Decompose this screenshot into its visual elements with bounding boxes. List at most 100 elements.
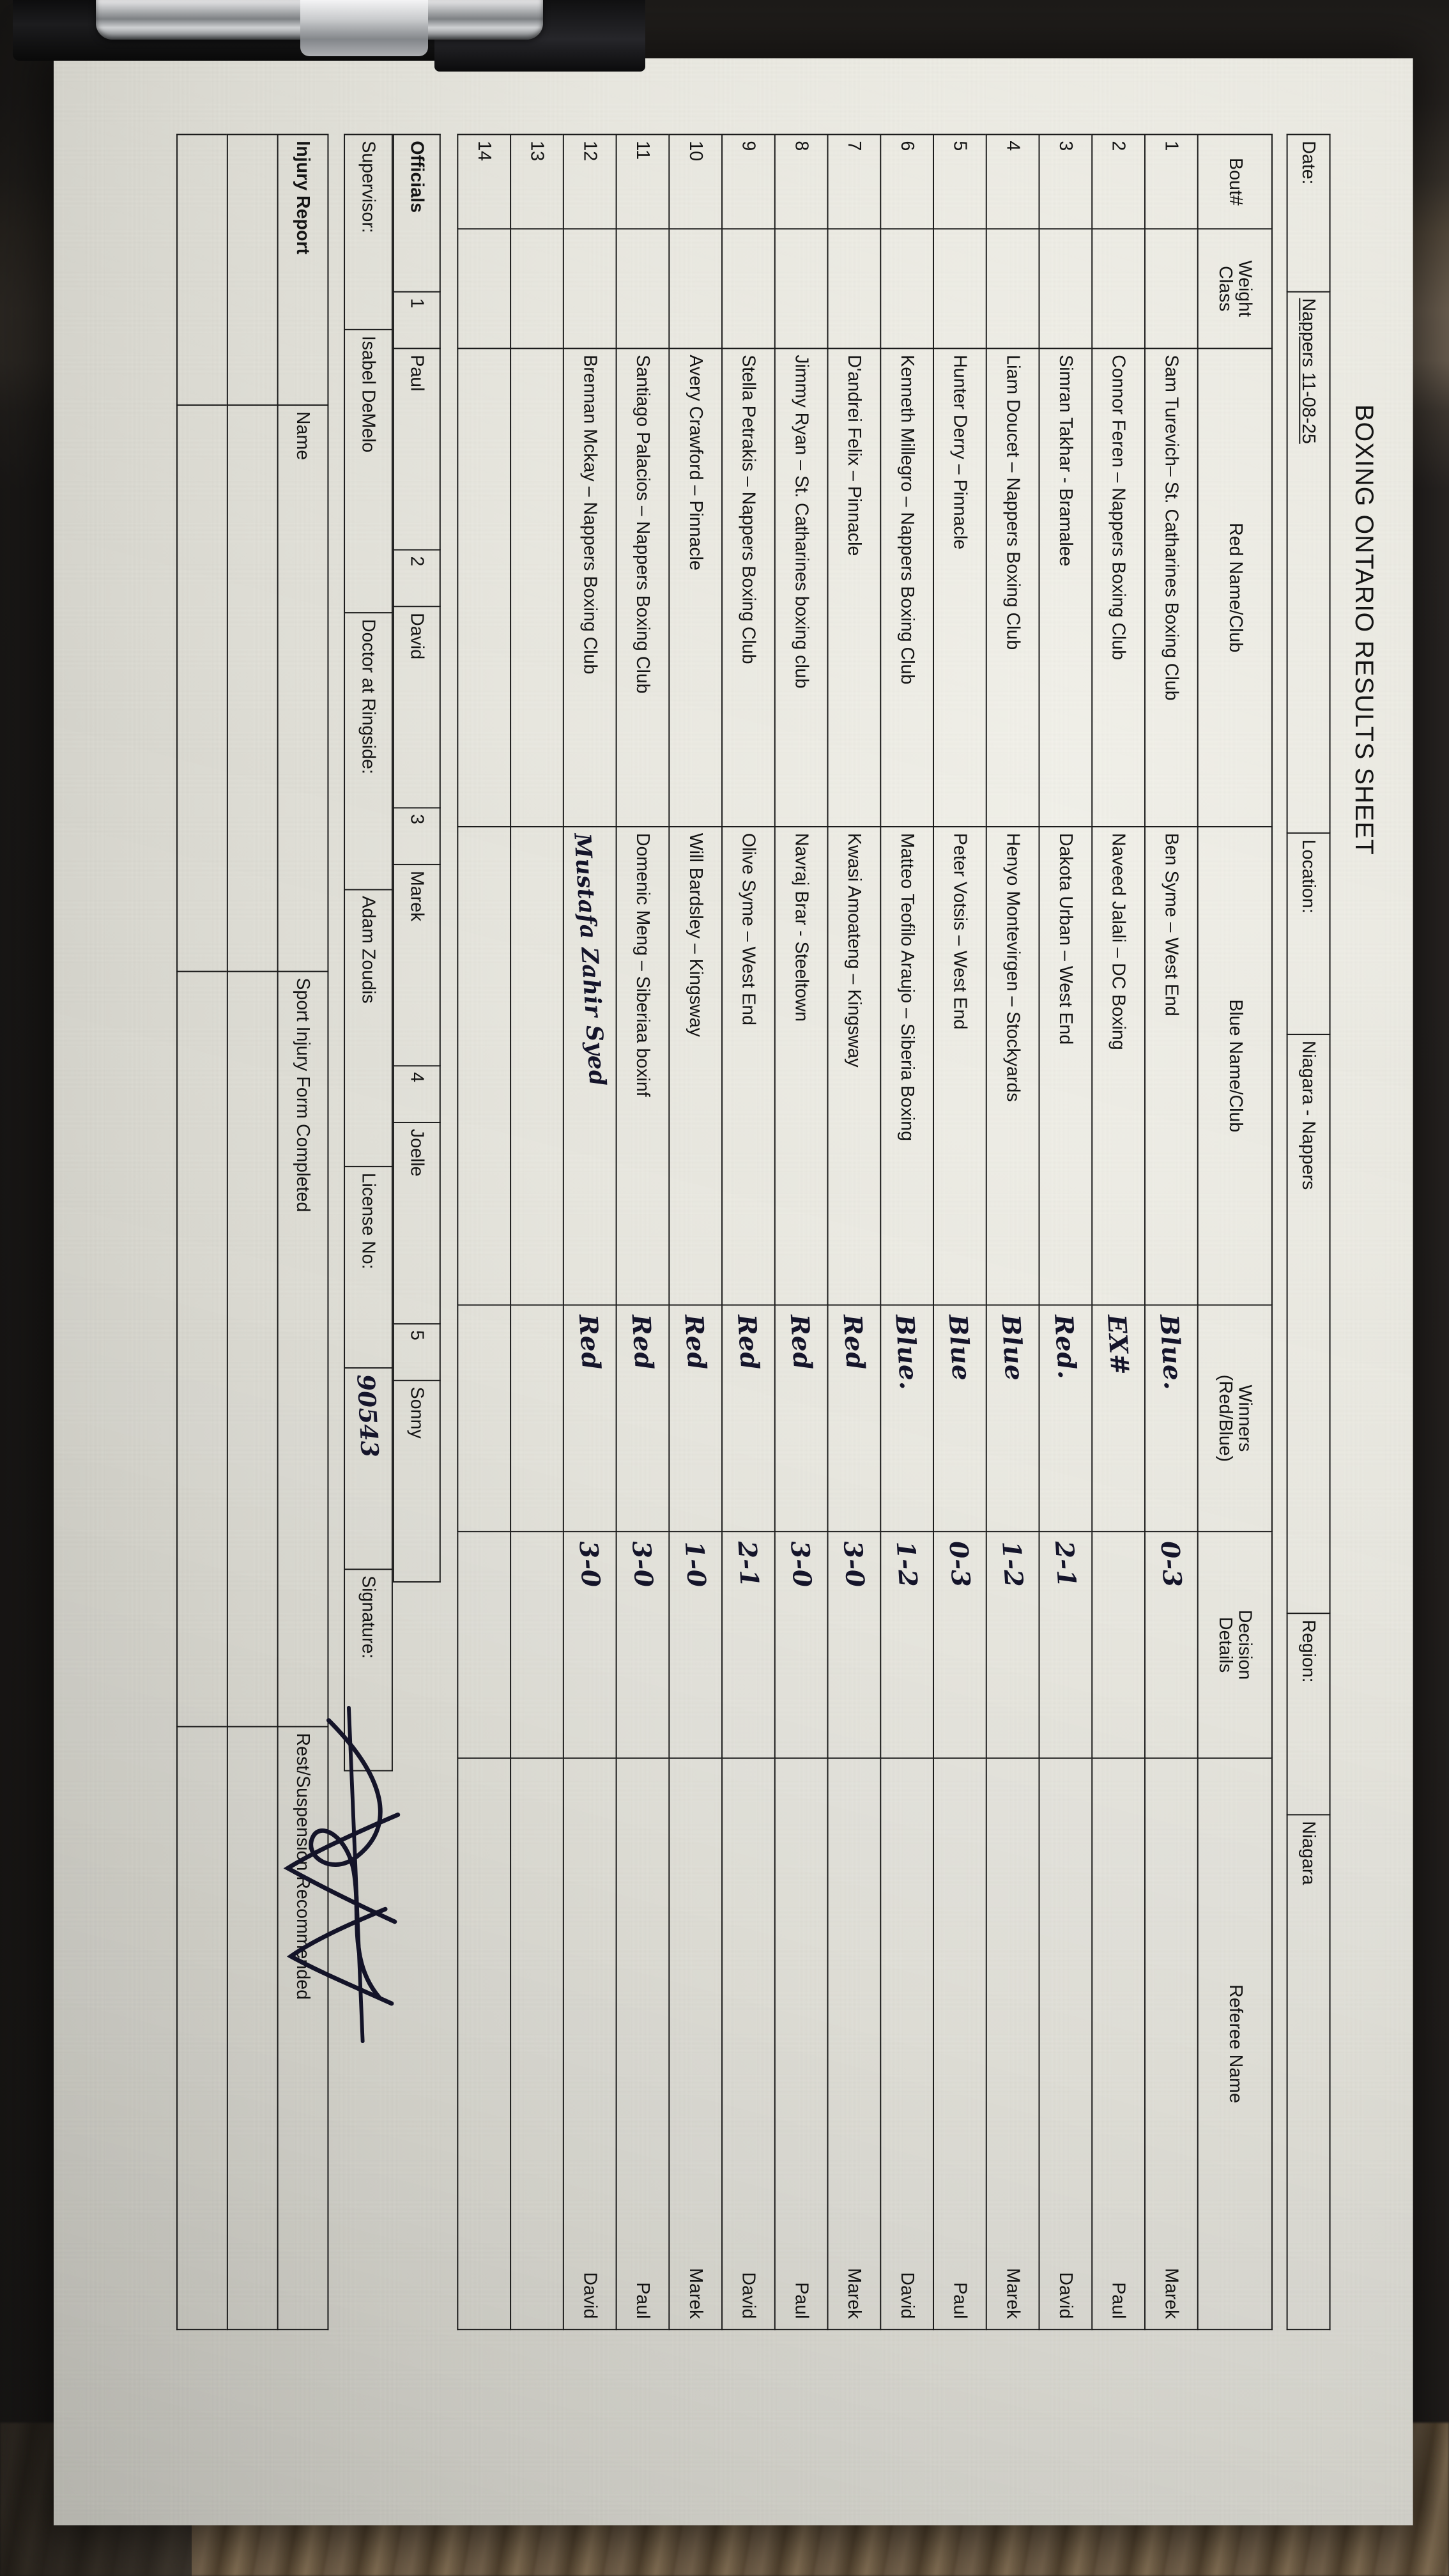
cell-decision[interactable]: 1-2 — [986, 1531, 1039, 1758]
location-value[interactable]: Niagara - Nappers — [1287, 1034, 1330, 1614]
cell-red[interactable]: Stella Petrakis – Nappers Boxing Club — [722, 348, 775, 827]
cell-red[interactable]: Avery Crawford – Pinnacle — [669, 348, 723, 827]
cell-blue[interactable]: Navraj Brar - Steeltown — [774, 826, 828, 1305]
cell-decision[interactable]: 3-0 — [827, 1531, 881, 1758]
cell-red[interactable]: Hunter Derry – Pinnacle — [933, 348, 986, 827]
cell-winner[interactable]: Blue. — [880, 1305, 934, 1532]
date-value[interactable]: Nappers 11-08-25 — [1287, 291, 1330, 833]
cell-blue[interactable]: Dakota Urban – West End — [1039, 826, 1092, 1305]
supervisor-name[interactable]: Isabel DeMelo — [344, 329, 392, 613]
cell-decision[interactable]: 1-2 — [880, 1531, 934, 1758]
cell-red[interactable]: Simran Takhar - Bramalee — [1039, 348, 1092, 827]
region-value[interactable]: Niagara — [1287, 1814, 1330, 2330]
cell-winner[interactable] — [457, 1305, 511, 1532]
cell-blue[interactable] — [457, 826, 511, 1305]
cell-blue[interactable]: Peter Votsis – West End — [933, 826, 986, 1305]
cell-referee[interactable]: David — [722, 1758, 775, 2330]
cell-blue[interactable]: Naveed Jalali – DC Boxing — [1092, 826, 1145, 1305]
cell-winner[interactable]: Red — [563, 1305, 617, 1532]
cell-referee[interactable]: Marek — [827, 1758, 881, 2330]
cell-blue[interactable]: Matteo Teofilo Araujo – Siberia Boxing — [880, 826, 934, 1305]
official-name-2[interactable]: David — [393, 606, 440, 808]
cell-referee[interactable]: Marek — [669, 1758, 723, 2330]
cell-winner[interactable]: Red. — [1039, 1305, 1092, 1532]
cell-decision[interactable] — [510, 1531, 564, 1758]
cell-blue[interactable]: Domenic Meng – Siberiaa boxinf — [616, 826, 670, 1305]
cell-weight[interactable] — [669, 229, 723, 349]
cell-referee[interactable]: Paul — [774, 1758, 828, 2330]
cell-red[interactable]: Connor Feren – Nappers Boxing Club — [1092, 348, 1145, 827]
cell-blue[interactable] — [510, 826, 564, 1305]
cell-referee[interactable]: Marek — [986, 1758, 1039, 2330]
official-name-5[interactable]: Sonny — [393, 1380, 440, 1582]
cell-weight[interactable] — [722, 229, 775, 349]
cell-referee[interactable]: Marek — [1144, 1758, 1198, 2330]
cell-red[interactable]: D'andrei Felix – Pinnacle — [827, 348, 881, 827]
official-name-3[interactable]: Marek — [393, 864, 440, 1066]
cell-weight[interactable] — [827, 229, 881, 349]
cell-blue[interactable]: Henyo Montevirgen – Stockyards — [986, 826, 1039, 1305]
cell-blue[interactable]: Mustafa Zahir Syed — [563, 826, 617, 1305]
cell-winner[interactable]: Red — [722, 1305, 775, 1532]
cell-winner[interactable]: Red — [669, 1305, 723, 1532]
cell-weight[interactable] — [563, 229, 617, 349]
cell-winner[interactable]: Red — [616, 1305, 670, 1532]
injury-cell-form[interactable] — [177, 971, 227, 1727]
cell-weight[interactable] — [774, 229, 828, 349]
cell-winner[interactable]: Blue. — [1144, 1305, 1198, 1532]
injury-cell-form[interactable] — [227, 971, 278, 1727]
cell-winner[interactable]: Red — [827, 1305, 881, 1532]
cell-weight[interactable] — [510, 229, 564, 349]
cell-referee[interactable] — [510, 1758, 564, 2330]
cell-referee[interactable]: David — [880, 1758, 934, 2330]
cell-weight[interactable] — [933, 229, 986, 349]
cell-decision[interactable] — [457, 1531, 511, 1758]
cell-decision[interactable]: 3-0 — [616, 1531, 670, 1758]
cell-red[interactable]: Sam Turevich– St. Catharines Boxing Club — [1144, 348, 1198, 827]
cell-weight[interactable] — [1039, 229, 1092, 349]
cell-decision[interactable]: 2-1 — [1039, 1531, 1092, 1758]
cell-blue[interactable]: Will Bardsley – Kingsway — [669, 826, 723, 1305]
injury-cell-name[interactable] — [177, 405, 227, 972]
cell-winner[interactable] — [510, 1305, 564, 1532]
cell-referee[interactable]: David — [1039, 1758, 1092, 2330]
cell-red[interactable]: Santiago Palacios – Nappers Boxing Club — [616, 348, 670, 827]
cell-referee[interactable]: Paul — [1092, 1758, 1145, 2330]
cell-winner[interactable]: EX# — [1092, 1305, 1145, 1532]
cell-weight[interactable] — [986, 229, 1039, 349]
cell-weight[interactable] — [1144, 229, 1198, 349]
cell-winner[interactable]: Blue — [986, 1305, 1039, 1532]
cell-referee[interactable] — [457, 1758, 511, 2330]
cell-referee[interactable]: Paul — [616, 1758, 670, 2330]
cell-decision[interactable]: 3-0 — [563, 1531, 617, 1758]
cell-weight[interactable] — [616, 229, 670, 349]
cell-decision[interactable]: 1-0 — [669, 1531, 723, 1758]
cell-decision[interactable]: 2-1 — [722, 1531, 775, 1758]
cell-referee[interactable]: David — [563, 1758, 617, 2330]
cell-referee[interactable]: Paul — [933, 1758, 986, 2330]
cell-red[interactable]: Kenneth Millegro – Nappers Boxing Club — [880, 348, 934, 827]
cell-winner[interactable]: Red — [774, 1305, 828, 1532]
cell-red[interactable]: Liam Doucet – Nappers Boxing Club — [986, 348, 1039, 827]
injury-cell-name[interactable] — [227, 405, 278, 972]
cell-weight[interactable] — [1092, 229, 1145, 349]
injury-cell-rest[interactable] — [177, 1726, 227, 2330]
cell-red[interactable]: Jimmy Ryan – St. Catharines boxing club — [774, 348, 828, 827]
cell-red[interactable] — [457, 348, 511, 827]
license-value[interactable]: 90543 — [344, 1368, 392, 1570]
official-name-1[interactable]: Paul — [393, 348, 440, 550]
cell-blue[interactable]: Olive Syme – West End — [722, 826, 775, 1305]
official-name-4[interactable]: Joelle — [393, 1122, 440, 1324]
cell-decision[interactable] — [1092, 1531, 1145, 1758]
cell-decision[interactable]: 3-0 — [774, 1531, 828, 1758]
cell-weight[interactable] — [880, 229, 934, 349]
cell-decision[interactable]: 0-3 — [933, 1531, 986, 1758]
cell-red[interactable] — [510, 348, 564, 827]
cell-weight[interactable] — [457, 229, 511, 349]
cell-blue[interactable]: Ben Syme – West End — [1144, 826, 1198, 1305]
cell-red[interactable]: Brennan Mckay – Nappers Boxing Club — [563, 348, 617, 827]
doctor-name[interactable]: Adam Zoudis — [344, 889, 392, 1167]
cell-blue[interactable]: Kwasi Amoateng – Kingsway — [827, 826, 881, 1305]
cell-winner[interactable]: Blue — [933, 1305, 986, 1532]
cell-decision[interactable]: 0-3 — [1144, 1531, 1198, 1758]
